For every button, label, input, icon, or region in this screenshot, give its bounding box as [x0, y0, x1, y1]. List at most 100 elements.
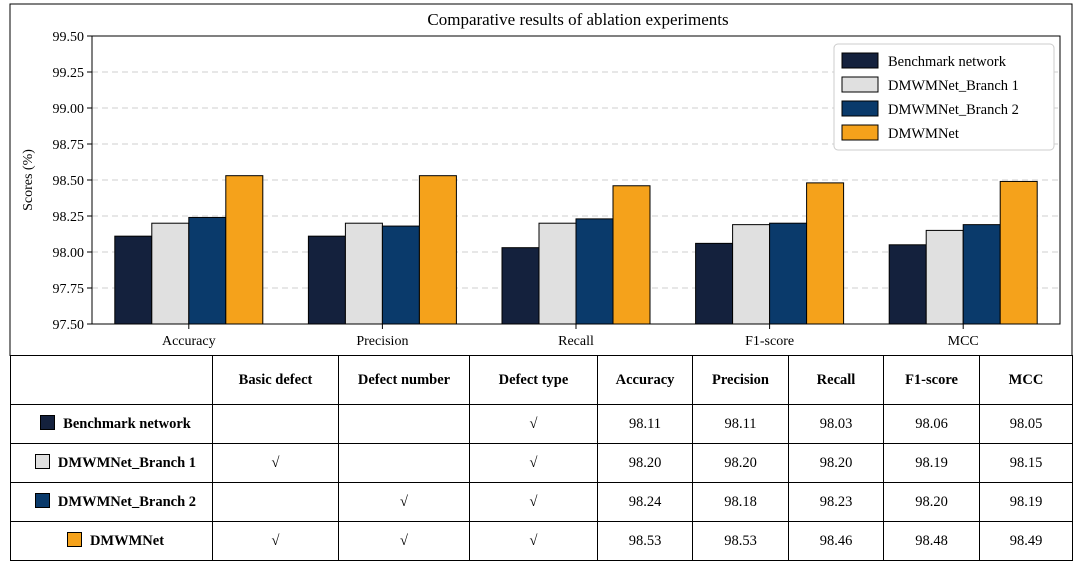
y-tick-label: 98.00 [53, 246, 85, 261]
check-cell: √ [212, 521, 339, 561]
plot-area [91, 35, 1061, 325]
legend-swatch-icon [34, 493, 50, 508]
bars [114, 175, 1038, 325]
value-cell: 98.20 [597, 443, 693, 483]
legend-swatch [841, 52, 879, 69]
bar [151, 222, 190, 325]
bar [381, 225, 420, 325]
y-tick-label: 99.25 [53, 66, 85, 81]
value-cell: 98.19 [883, 443, 980, 483]
value-cell: 98.23 [788, 482, 884, 522]
bar [695, 242, 734, 325]
model-name: DMWMNet [89, 533, 165, 549]
legend-label: DMWMNet_Branch 1 [888, 78, 1019, 94]
value-cell: 98.06 [883, 404, 980, 444]
bar [575, 218, 614, 325]
y-tick-label: 98.75 [53, 138, 85, 153]
y-axis-label: Scores (%) [21, 149, 36, 211]
x-tick-label: Precision [356, 334, 408, 349]
legend-label: DMWMNet [888, 126, 959, 142]
check-cell [212, 404, 339, 444]
check-cell: √ [338, 521, 470, 561]
value-cell: 98.15 [979, 443, 1073, 483]
bar [307, 235, 346, 325]
value-cell: 98.49 [979, 521, 1073, 561]
header-cell: Defect type [469, 355, 598, 405]
bar-chart: Comparative results of ablation experime… [9, 3, 1073, 356]
value-cell: 98.18 [692, 482, 789, 522]
value-cell: 98.20 [692, 443, 789, 483]
check-cell: √ [338, 482, 470, 522]
x-tick-label: MCC [948, 334, 979, 349]
chart-title: Comparative results of ablation experime… [427, 10, 728, 29]
table-row: Benchmark network √ 98.11 98.11 98.03 98… [10, 404, 1073, 444]
value-cell: 98.24 [597, 482, 693, 522]
legend-swatch-icon [34, 454, 50, 469]
bar [501, 247, 540, 325]
x-tick-label: F1-score [745, 334, 794, 349]
value-cell: 98.53 [597, 521, 693, 561]
legend-box [833, 43, 1055, 151]
bar [962, 224, 1001, 325]
check-cell [338, 443, 470, 483]
value-cell: 98.53 [692, 521, 789, 561]
check-cell: √ [212, 443, 339, 483]
header-cell [10, 355, 213, 405]
y-ticks: 97.50 97.75 98.00 98.25 98.50 98.75 99.00 99.25… [53, 30, 92, 333]
model-cell: DMWMNet_Branch 1 [10, 443, 213, 483]
bar [925, 229, 964, 325]
y-tick-label: 97.50 [53, 318, 85, 333]
model-name: Benchmark network [63, 416, 191, 432]
model-cell: DMWMNet_Branch 2 [10, 482, 213, 522]
value-cell: 98.11 [692, 404, 789, 444]
value-cell: 98.11 [597, 404, 693, 444]
check-cell: √ [469, 521, 598, 561]
header-cell: Precision [692, 355, 789, 405]
model-cell: DMWMNet [10, 521, 213, 561]
y-tick-label: 99.00 [53, 102, 85, 117]
bar [188, 216, 227, 325]
legend-swatch [841, 124, 879, 141]
y-tick-label: 99.50 [53, 30, 85, 45]
header-cell: Basic defect [212, 355, 339, 405]
bar [418, 175, 457, 325]
header-cell: F1-score [883, 355, 980, 405]
chart-frame [9, 3, 1073, 356]
header-cell: Recall [788, 355, 884, 405]
table-row: DMWMNet_Branch 2 √ √ 98.24 98.18 98.23 9… [10, 482, 1073, 522]
bar [114, 235, 153, 325]
bar [888, 244, 927, 325]
x-ticks: Accuracy Precision Recall F1-score MCC [162, 324, 979, 349]
y-tick-label: 98.50 [53, 174, 85, 189]
value-cell: 98.20 [788, 443, 884, 483]
model-name: DMWMNet_Branch 2 [57, 494, 197, 510]
legend-label: Benchmark network [888, 54, 1007, 70]
x-tick-label: Recall [558, 334, 594, 349]
legend: Benchmark network DMWMNet_Branch 1 DMWMNet… [833, 43, 1055, 151]
y-tick-label: 98.25 [53, 210, 85, 225]
table-row: DMWMNet_Branch 1 √ √ 98.20 98.20 98.20 9… [10, 443, 1073, 483]
bar [612, 185, 651, 325]
value-cell: 98.03 [788, 404, 884, 444]
bar [538, 222, 577, 325]
legend-swatch [841, 76, 879, 93]
y-tick-label: 97.75 [53, 282, 85, 297]
bar [769, 222, 808, 325]
value-cell: 98.19 [979, 482, 1073, 522]
bar [344, 222, 383, 325]
results-table: Basic defect Defect number Defect type A… [10, 355, 1073, 561]
table-header-row: Basic defect Defect number Defect type A… [10, 355, 1073, 405]
bar [999, 180, 1038, 325]
legend-swatch-icon [66, 532, 82, 547]
check-cell [212, 482, 339, 522]
bar [225, 175, 264, 325]
model-cell: Benchmark network [10, 404, 213, 444]
check-cell: √ [469, 404, 598, 444]
value-cell: 98.48 [883, 521, 980, 561]
check-cell: √ [469, 443, 598, 483]
check-cell [338, 404, 470, 444]
legend-label: DMWMNet_Branch 2 [888, 102, 1019, 118]
header-cell: MCC [979, 355, 1073, 405]
header-cell: Accuracy [597, 355, 693, 405]
bar [732, 224, 771, 325]
